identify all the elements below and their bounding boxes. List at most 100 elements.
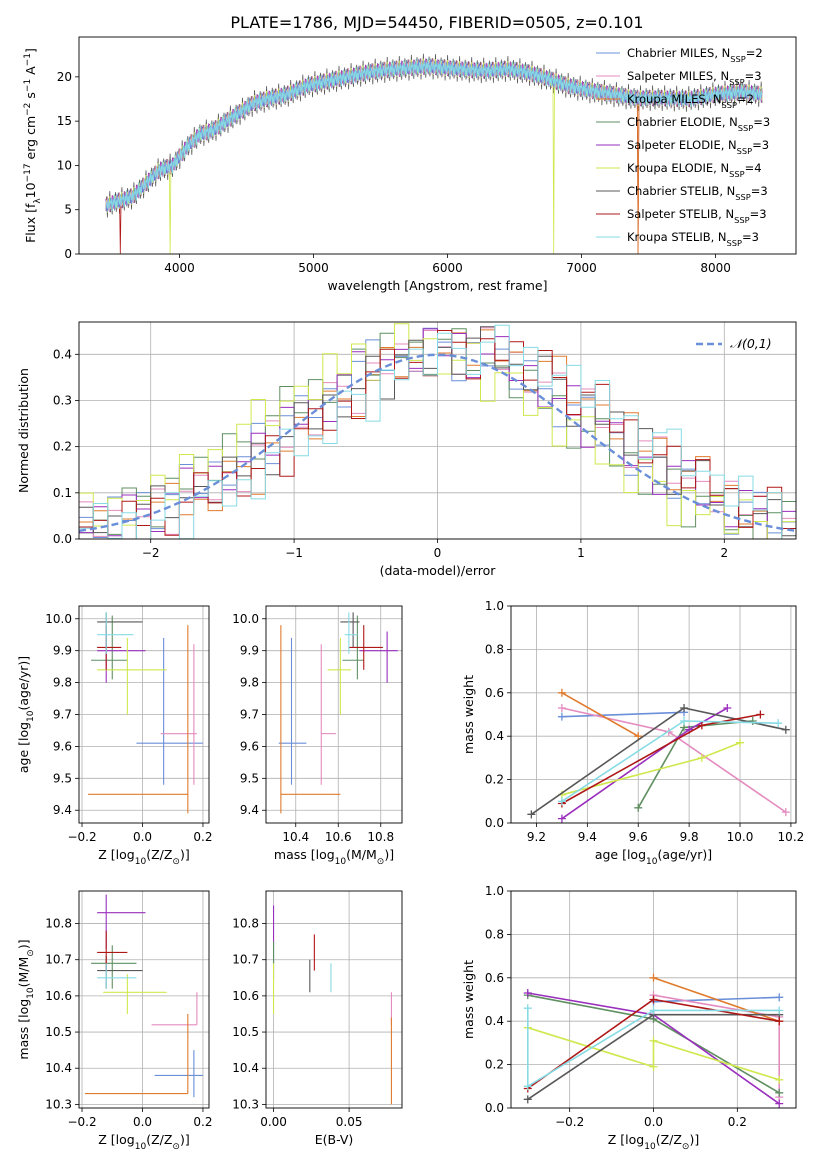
spectrum-panel: 4000 5000 6000 7000 8000 0 5 10 15 20 wavelength [… (23, 36, 797, 293)
x-tick-label: 2 (720, 546, 728, 560)
mass-weight-marker (649, 995, 658, 1004)
spectrum-line (105, 58, 763, 254)
x-axis-label: E(B-V) (315, 1132, 354, 1147)
legend-entry: Kroupa MILES, NSSP=2 (627, 92, 754, 110)
mass_weight_vs_age-plot-area (527, 688, 790, 823)
x-axis-label: Z [log10(Z/Z⊙)] (98, 847, 189, 867)
mass-weight-marker (523, 1082, 532, 1091)
y-tick-label: 0 (64, 247, 72, 261)
x-tick-label: 0.2 (728, 1115, 747, 1129)
mass-weight-marker (775, 1075, 784, 1084)
y-tick-label: 10.7 (232, 953, 259, 967)
y-axis-label: mass weight (461, 675, 476, 754)
axes-frame (78, 890, 210, 1109)
spectrum-line (105, 58, 763, 254)
y-tick-label: 0.1 (53, 486, 72, 500)
y-tick-label: 10.4 (45, 1061, 72, 1075)
y-tick-label: 9.4 (53, 803, 72, 817)
y-tick-label: 10.6 (232, 989, 259, 1003)
mass-weight-marker (557, 688, 566, 697)
x-tick-label: 0.00 (260, 1115, 287, 1129)
x-tick-label: 4000 (164, 261, 195, 275)
x-tick-label: −0.2 (67, 1115, 96, 1129)
mass_vs_Z-panel: −0.2 0.0 0.2 10.3 10.4 10.5 10.6 10.7 10.8 Z [log… (16, 890, 213, 1152)
mass-weight-marker (748, 717, 757, 726)
x-tick-label: 1 (577, 546, 585, 560)
x-tick-label: 0 (434, 546, 442, 560)
y-tick-label: 0.0 (53, 532, 72, 546)
y-axis-label: Normed distribution (16, 368, 31, 493)
mass-weight-marker (775, 993, 784, 1002)
y-tick-label: 10.6 (45, 989, 72, 1003)
x-axis-label: mass [log10(M/M⊙)] (274, 847, 394, 867)
y-tick-label: 10.7 (45, 953, 72, 967)
x-tick-label: 10.4 (282, 830, 309, 844)
axes-frame (78, 321, 797, 540)
mass-weight-marker (756, 710, 765, 719)
mass-weight-marker (680, 703, 689, 712)
mass-weight-line (527, 1008, 780, 1088)
age_vs_Z-panel: −0.2 0.0 0.2 9.4 9.5 9.6 9.7 9.8 9.9 10.0 Z [log10… (16, 605, 213, 867)
age_vs_mass-plot-area (278, 612, 398, 814)
figure-title: PLATE=1786, MJD=54450, FIBERID=0505, z=0… (230, 13, 643, 32)
x-tick-label: 5000 (298, 261, 329, 275)
mass-weight-marker (527, 810, 536, 819)
y-tick-label: 1.0 (485, 599, 504, 613)
mass-weight-marker (781, 808, 790, 817)
x-tick-label: −0.2 (67, 830, 96, 844)
mass-weight-marker (649, 1006, 658, 1015)
y-tick-label: 0.2 (485, 773, 504, 787)
age_vs_mass-panel: 10.4 10.6 10.8 9.4 9.5 9.6 9.7 9.8 9.9 10.0 mass [… (232, 605, 403, 867)
mass-weight-marker (649, 1036, 658, 1045)
x-tick-label: 10.8 (367, 830, 394, 844)
x-tick-label: 0.0 (133, 1115, 152, 1129)
mass-weight-line (527, 1026, 780, 1081)
spectrum-line (105, 58, 763, 212)
y-tick-label: 15 (57, 114, 72, 128)
y-tick-label: 9.6 (53, 739, 72, 753)
y-axis-label: Flux [fλ10−17 erg cm−2 s−1 A−1] (23, 48, 43, 243)
y-tick-label: 5 (64, 203, 72, 217)
y-tick-label: 10.8 (45, 917, 72, 931)
mass-weight-line (561, 713, 761, 805)
y-tick-label: 10.3 (45, 1097, 72, 1111)
y-tick-label: 0.8 (485, 927, 504, 941)
x-tick-label: −0.2 (555, 1115, 584, 1129)
axes-frame (510, 890, 797, 1109)
y-tick-label: 0.0 (485, 816, 504, 830)
mass-weight-marker (697, 721, 706, 730)
y-tick-label: 10.4 (232, 1061, 259, 1075)
y-tick-label: 9.4 (240, 803, 259, 817)
x-tick-label: 10.0 (727, 830, 754, 844)
x-tick-label: 9.4 (578, 830, 597, 844)
mass_vs_EBV-plot-area (273, 905, 392, 1105)
mass-weight-marker (557, 703, 566, 712)
x-tick-label: 10.6 (325, 830, 352, 844)
y-tick-label: 0.4 (53, 347, 72, 361)
x-tick-label: 0.05 (336, 1115, 363, 1129)
y-tick-label: 9.7 (240, 708, 259, 722)
x-tick-label: 0.0 (133, 830, 152, 844)
mass-weight-marker (557, 712, 566, 721)
y-tick-label: 9.8 (53, 676, 72, 690)
x-axis-label: (data-model)/error (380, 563, 497, 578)
x-tick-label: −1 (285, 546, 303, 560)
mass_vs_Z-plot-area (85, 894, 203, 1098)
legend-entry: Salpeter STELIB, NSSP=3 (627, 207, 767, 225)
legend-entry: Chabrier ELODIE, NSSP=3 (627, 115, 770, 133)
y-tick-label: 0.3 (53, 393, 72, 407)
x-tick-label: −2 (142, 546, 160, 560)
mass-weight-marker (680, 717, 689, 726)
x-tick-label: 9.6 (629, 830, 648, 844)
mass_weight_vs_Z-panel: −0.2 0.0 0.2 0.0 0.2 0.4 0.6 0.8 1.0 Z [log10(Z/Z… (461, 884, 797, 1152)
residuals-panel: −2 −1 0 1 2 0.0 0.1 0.2 0.3 0.4 (data-model)/error… (16, 321, 797, 578)
mass_weight_vs_Z-plot-area (523, 973, 784, 1108)
y-tick-label: 9.8 (240, 676, 259, 690)
spectrum-plot-area (105, 53, 763, 254)
mass-weight-marker (649, 1062, 658, 1071)
normal-distribution-curve (79, 353, 796, 533)
mass-weight-marker (775, 1099, 784, 1108)
mass-weight-line (561, 711, 685, 718)
age_vs_Z-plot-area (88, 612, 203, 814)
legend-entry: Kroupa ELODIE, NSSP=4 (627, 161, 762, 179)
